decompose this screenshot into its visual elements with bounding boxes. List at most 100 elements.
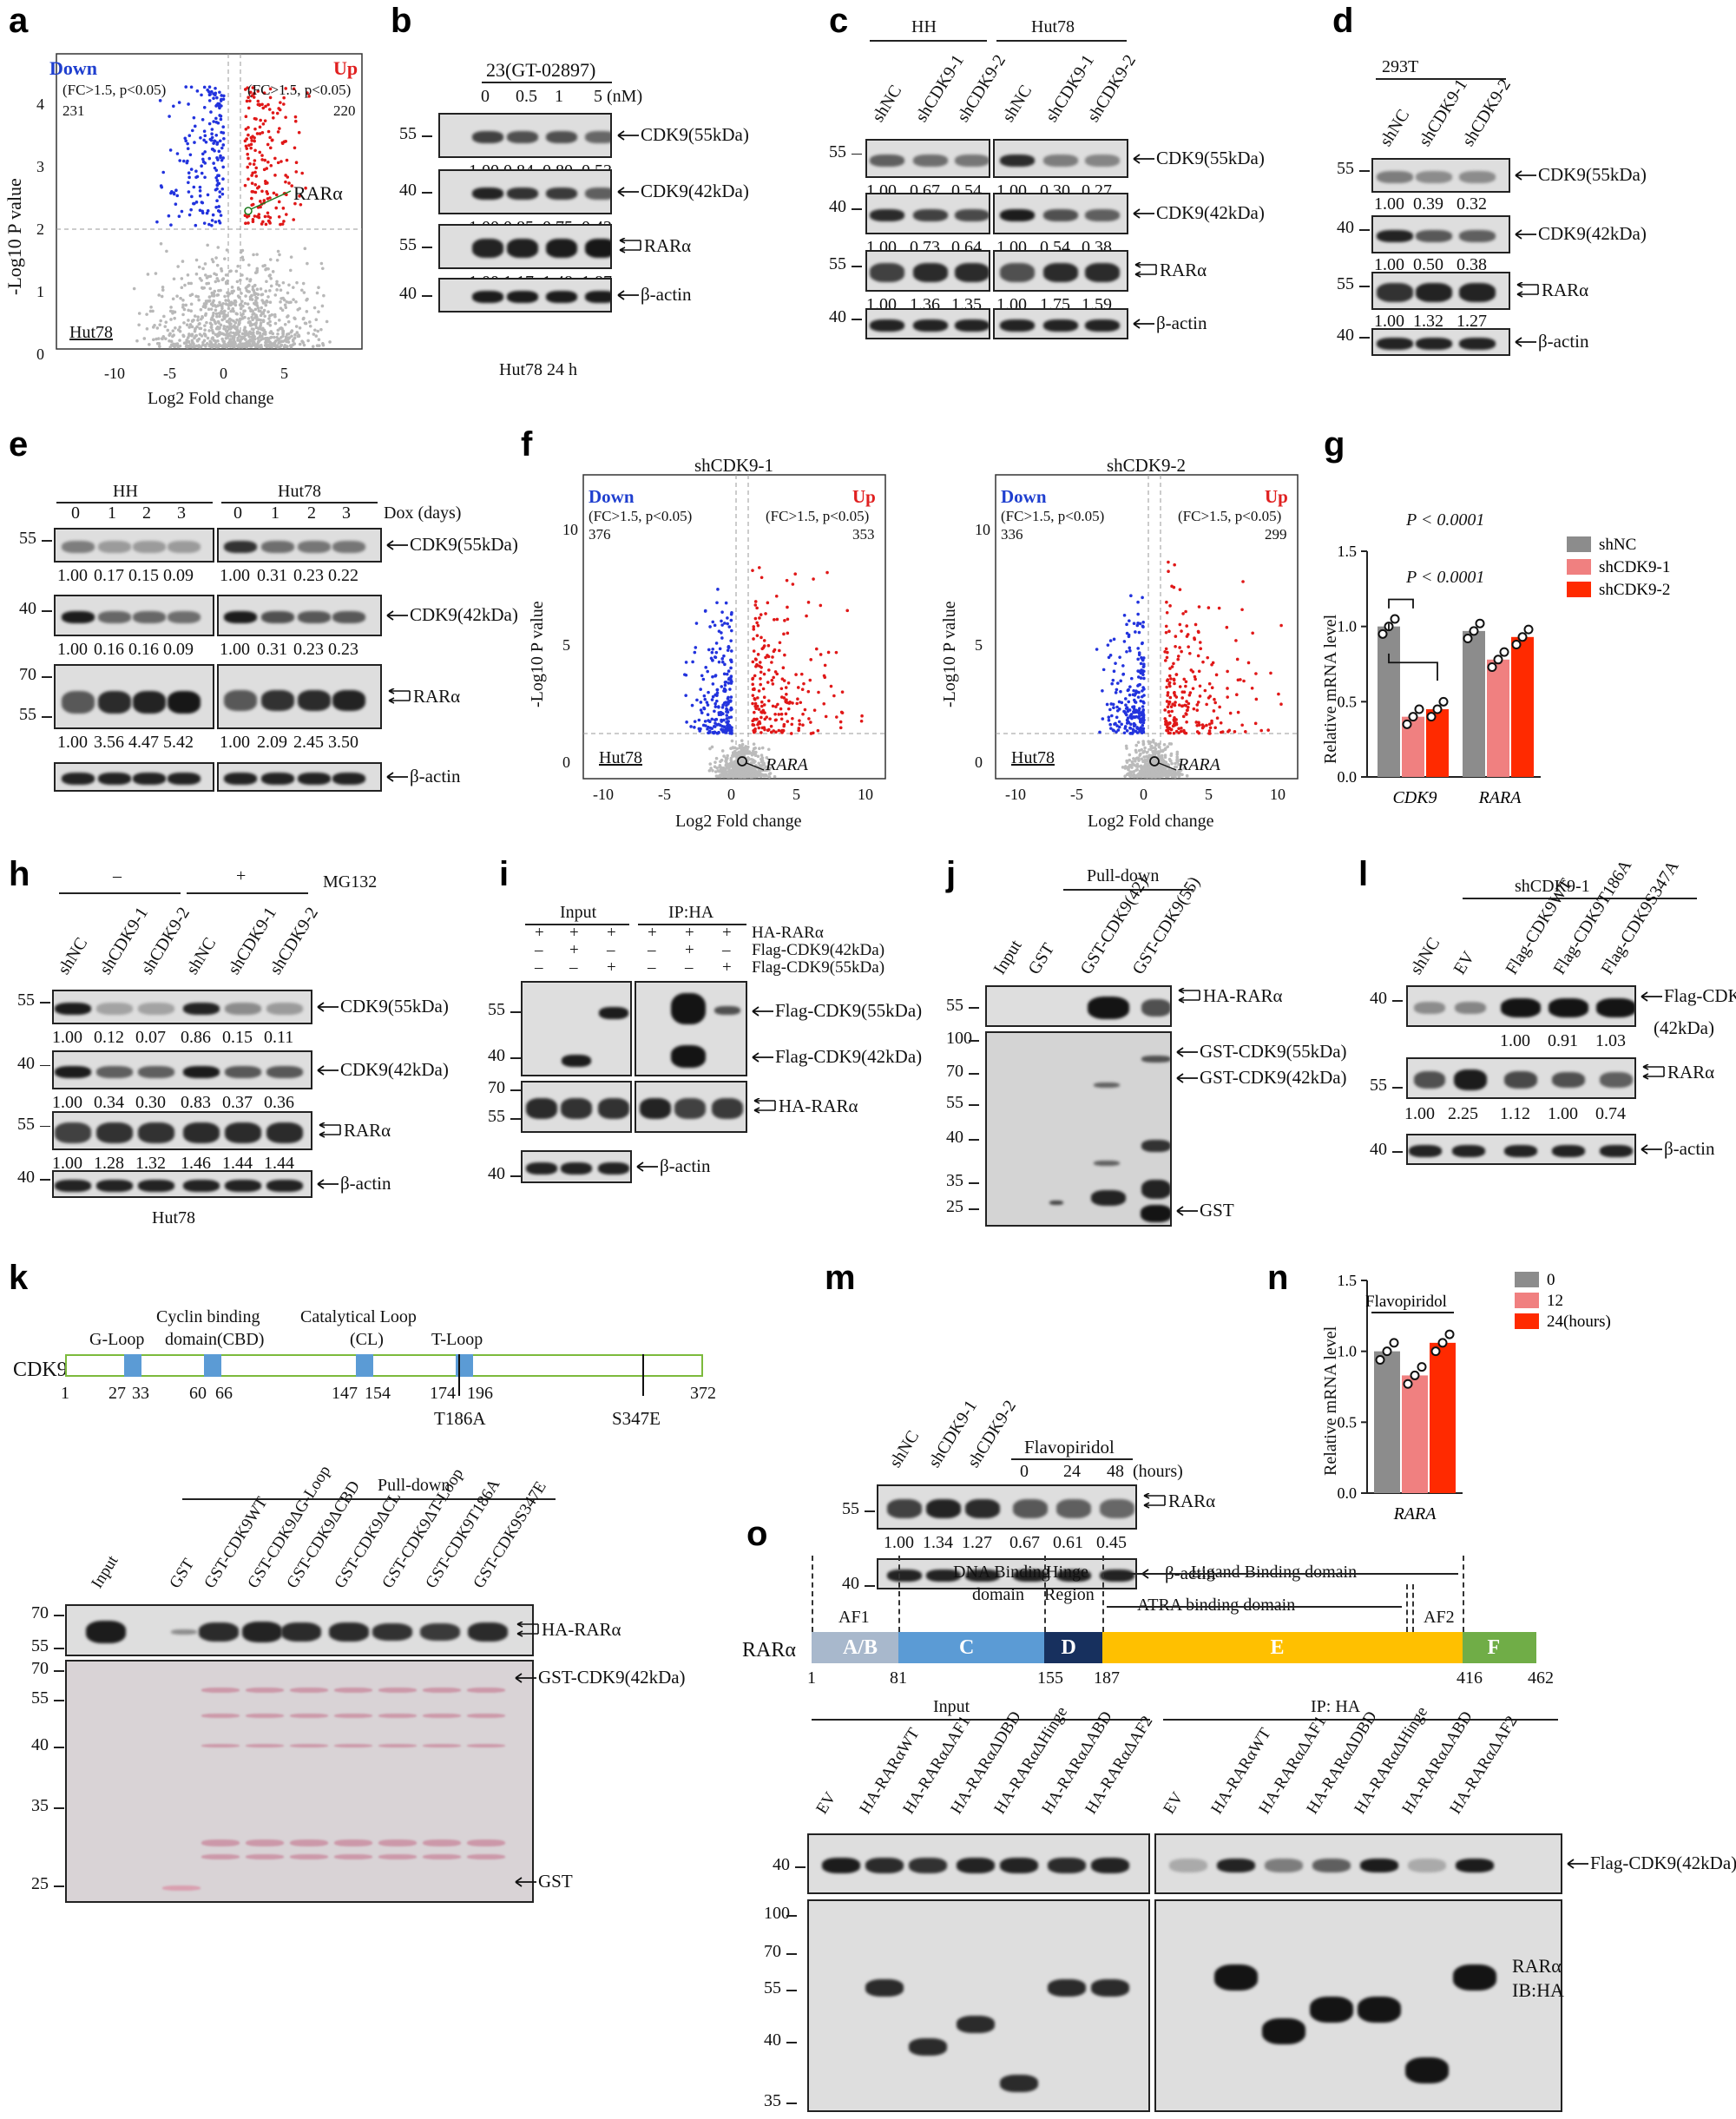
- scatter-point-down: [729, 695, 733, 699]
- scatter-point-ns: [192, 342, 195, 345]
- scatter-point-ns: [203, 328, 207, 332]
- scatter-point-ns: [719, 774, 722, 779]
- mw-marker: 55: [17, 990, 35, 1010]
- scatter-point-up: [1191, 670, 1195, 674]
- position-label: 81: [890, 1668, 907, 1688]
- scatter-point-ns: [176, 265, 180, 268]
- scatter-point-ns: [194, 272, 199, 276]
- scatter-point-up: [801, 723, 805, 727]
- data-point: [1410, 1370, 1420, 1380]
- scatter-point-up: [253, 182, 258, 187]
- mutation-label: T186A: [434, 1408, 486, 1429]
- mw-marker: 40: [829, 197, 846, 216]
- scatter-point-down: [714, 650, 719, 655]
- up-label: Up: [852, 486, 876, 507]
- scatter-point-ns: [726, 753, 729, 758]
- scatter-point-up: [822, 674, 826, 678]
- arrow-icon: [617, 130, 639, 141]
- scatter-point-down: [219, 214, 223, 217]
- scatter-point-ns: [293, 316, 296, 320]
- quant-value: 0.83: [181, 1093, 211, 1112]
- row-label: β-actin: [1538, 331, 1589, 352]
- sign: –: [607, 941, 615, 959]
- scatter-point-ns: [198, 326, 201, 331]
- scatter-point-ns: [187, 319, 190, 322]
- scatter-point-up: [785, 692, 788, 696]
- scatter-point-ns: [760, 753, 764, 757]
- band: [714, 1006, 740, 1015]
- scatter-point-down: [1142, 676, 1146, 681]
- scatter-point-ns: [727, 766, 731, 770]
- scatter-point-ns: [710, 745, 714, 749]
- scatter-point-down: [693, 720, 697, 723]
- scatter-point-down: [700, 711, 704, 714]
- scatter-point-ns: [288, 268, 293, 273]
- data-point: [1444, 1329, 1455, 1339]
- x-tick-label: -5: [1070, 786, 1083, 803]
- scatter-point-down: [216, 209, 220, 213]
- mw-marker: 55: [946, 996, 963, 1015]
- mw-tick: [865, 1510, 875, 1512]
- mw-marker: 55: [1370, 1076, 1387, 1095]
- scatter-point-up: [1164, 647, 1168, 651]
- scatter-point-up: [1180, 690, 1185, 694]
- scatter-point-ns: [302, 343, 306, 347]
- group-line: [996, 40, 1127, 42]
- scatter-point-down: [689, 725, 693, 728]
- scatter-point-up: [758, 616, 761, 620]
- scatter-point-up: [1244, 730, 1247, 734]
- scatter-point-down: [198, 185, 202, 189]
- scatter-point-up: [1174, 635, 1178, 638]
- scatter-point-ns: [186, 273, 190, 277]
- band: [1310, 1997, 1353, 2023]
- scatter-point-ns: [222, 310, 226, 313]
- scatter-point-up: [753, 701, 758, 706]
- y-tick-label: 0.0: [1338, 1484, 1358, 1502]
- band: [329, 1622, 369, 1642]
- scatter-point-down: [1122, 614, 1127, 617]
- scatter-point-ns: [312, 332, 316, 336]
- scatter-point-down: [718, 647, 722, 651]
- band: [1169, 1859, 1207, 1872]
- scatter-point-ns: [227, 299, 231, 303]
- band: [266, 1065, 303, 1078]
- band: [1217, 1859, 1255, 1872]
- scatter-point-up: [786, 617, 790, 622]
- band: [598, 1098, 629, 1119]
- lane-label: 0: [233, 503, 242, 523]
- caption-b: Hut78 24 h: [499, 360, 577, 379]
- scatter-point-down: [1128, 732, 1133, 735]
- scatter-point-ns: [186, 336, 190, 339]
- scatter-point-down: [1138, 682, 1141, 687]
- scatter-point-down: [214, 220, 218, 224]
- sign: +: [569, 941, 579, 959]
- scatter-point-down: [725, 703, 728, 707]
- scatter-point-ns: [1137, 748, 1141, 753]
- scatter-point-ns: [752, 760, 756, 765]
- scatter-point-down: [1108, 639, 1113, 642]
- scatter-point-ns: [198, 332, 202, 336]
- scatter-point-ns: [263, 300, 267, 305]
- scatter-point-up: [784, 712, 788, 716]
- scatter-point-ns: [268, 273, 272, 277]
- scatter-point-up: [1169, 705, 1174, 708]
- scatter-point-ns: [247, 317, 251, 320]
- scatter-point-up: [1213, 726, 1217, 730]
- scatter-point-up: [258, 132, 262, 135]
- scatter-point-up: [254, 174, 259, 178]
- scatter-point-down: [1131, 705, 1134, 709]
- band: [507, 188, 538, 200]
- arrow-icon: [753, 1098, 776, 1114]
- scatter-point-up: [773, 670, 778, 674]
- position-label: 155: [1037, 1668, 1063, 1688]
- bar: [1463, 630, 1485, 777]
- scatter-point-ns: [245, 332, 249, 335]
- scatter-point-down: [1111, 728, 1115, 732]
- band: [138, 1180, 174, 1192]
- arrow-icon: [617, 187, 639, 197]
- scatter-point-ns: [319, 327, 323, 332]
- scatter-point-up: [757, 566, 761, 569]
- scatter-point-ns: [1147, 767, 1150, 770]
- scatter-point-up: [247, 156, 250, 161]
- x-tick-label: 0: [220, 365, 227, 382]
